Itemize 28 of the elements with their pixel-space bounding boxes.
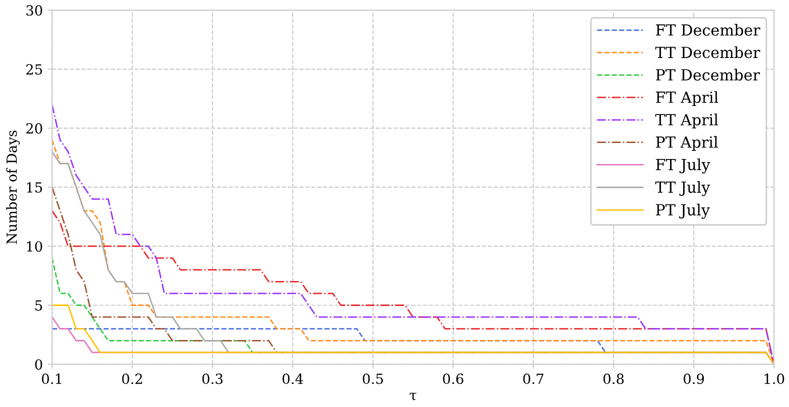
legend-label: FT December [656,24,760,36]
y-tick-label: 10 [27,241,42,252]
y-tick-label: 15 [27,182,42,193]
legend-label: TT December [655,46,760,58]
legend-label: PT July [656,204,710,219]
x-tick-label: 1.0 [764,374,784,384]
legend-label: PT December [656,68,760,81]
y-tick-label: 5 [35,300,42,311]
x-axis-title: τ [410,392,416,400]
y-tick-label: 25 [26,64,42,75]
x-tick-label: 0.6 [443,374,464,384]
legend-label: TT April [655,114,718,128]
legend-label: FT July [656,158,710,174]
x-tick-label: 0.1 [42,374,62,384]
x-tick-label: 0.3 [202,374,223,384]
x-tick-label: 0.4 [282,374,304,384]
x-tick-label: 0.8 [603,374,624,384]
x-tick-label: 0.2 [122,374,142,384]
x-tick-label: 0.7 [523,374,544,384]
y-tick-label: 20 [26,123,42,134]
legend-label: TT July [655,181,710,196]
x-tick-label: 0.9 [684,374,704,384]
x-tick-label: 0.5 [362,374,383,384]
y-axis-title: Number of Days [6,130,20,244]
legend-label: FT April [656,91,718,106]
y-tick-label: 0 [35,359,42,370]
legend-label: PT April [656,136,718,151]
y-tick-label: 30 [26,5,42,16]
